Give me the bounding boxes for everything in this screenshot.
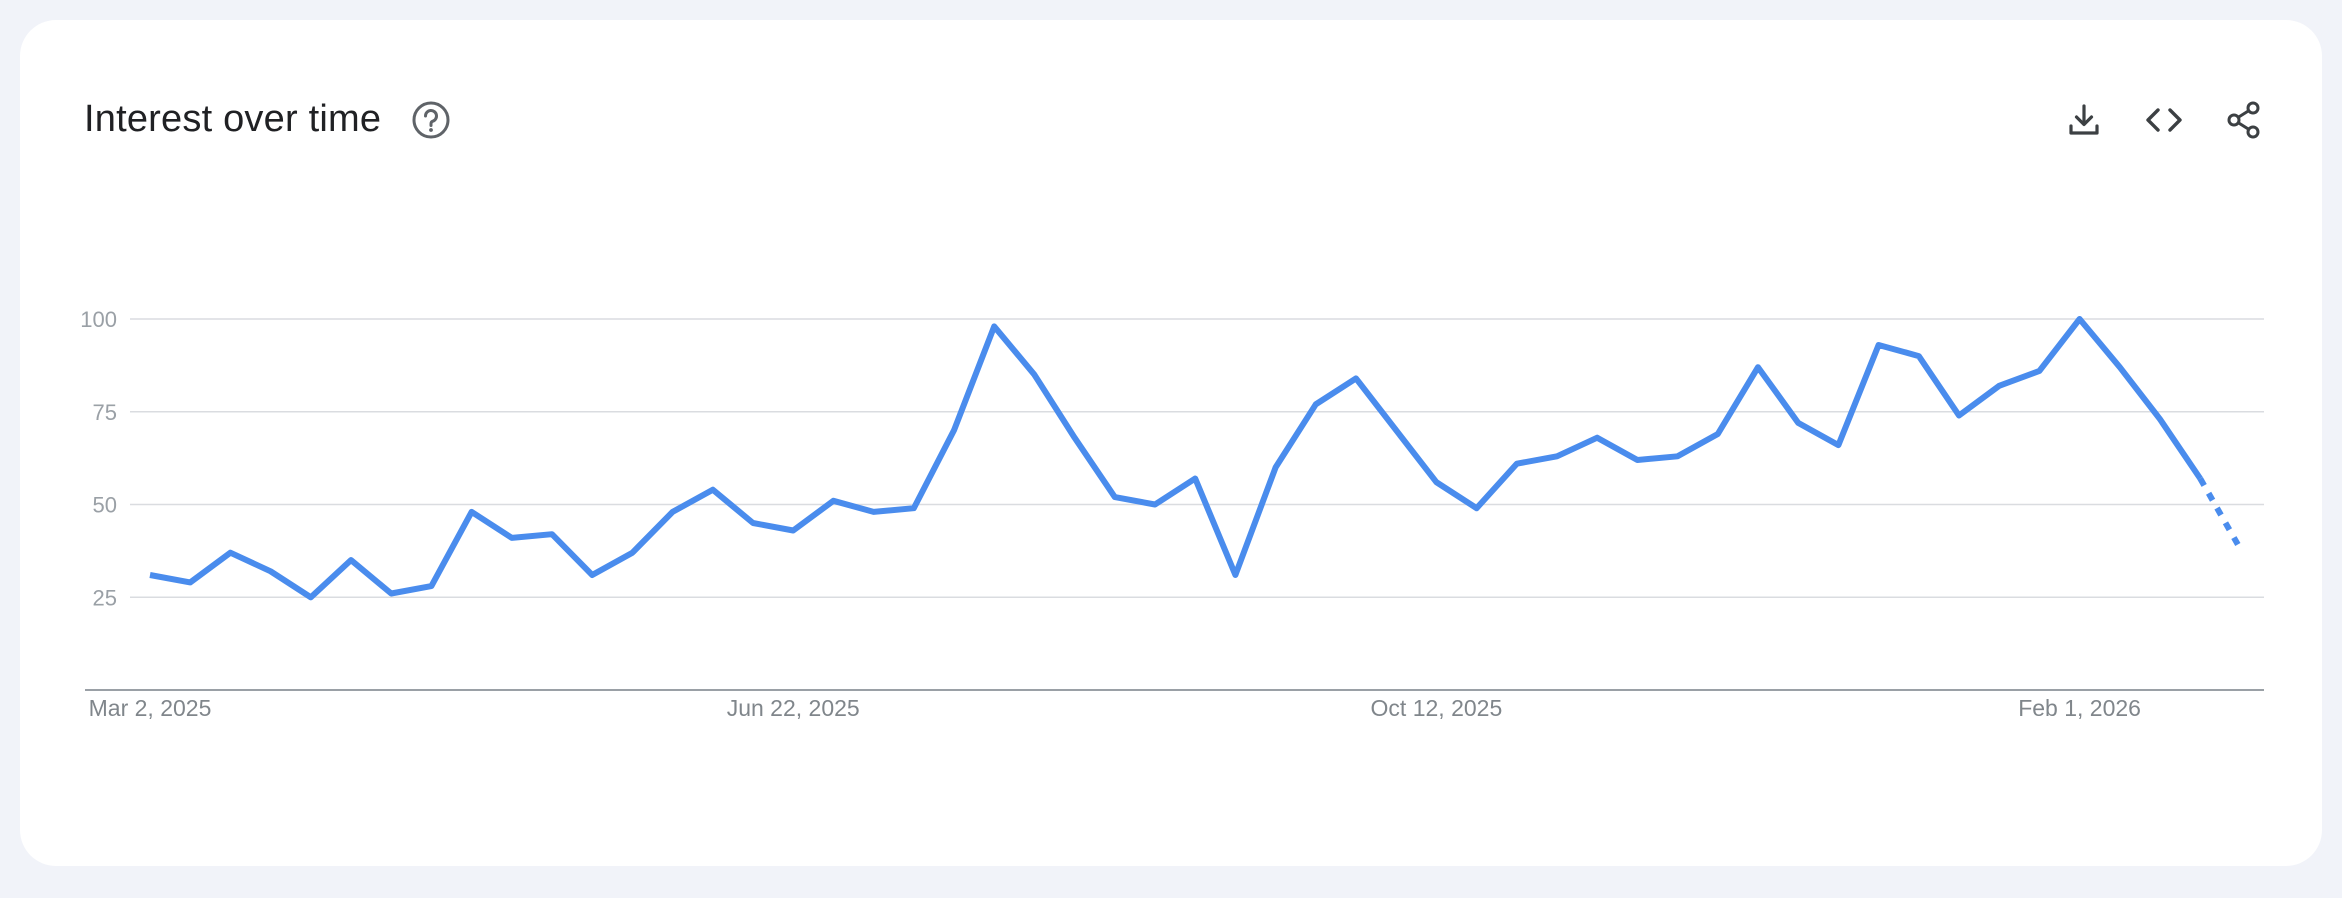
x-tick-label: Mar 2, 2025	[89, 695, 212, 721]
grid-layer	[130, 318, 2264, 598]
card-header: Interest over time	[84, 98, 451, 141]
series-line-solid	[149, 316, 2203, 601]
y-axis-labels: 25 50 75 100	[80, 307, 117, 610]
help-circle-icon[interactable]	[411, 100, 451, 140]
code-icon	[2146, 108, 2182, 132]
share-icon	[2227, 101, 2260, 139]
series-line-partial	[2197, 477, 2244, 551]
card-title: Interest over time	[84, 98, 382, 140]
x-tick-label: Oct 12, 2025	[1371, 695, 1503, 721]
interest-over-time-card: Interest over time	[20, 20, 2322, 866]
download-icon	[2069, 104, 2099, 135]
y-tick-label: 100	[80, 307, 117, 332]
embed-button[interactable]	[2144, 100, 2184, 140]
x-tick-label: Feb 1, 2026	[2018, 695, 2141, 721]
x-tick-label: Jun 22, 2025	[727, 695, 860, 721]
download-button[interactable]	[2064, 100, 2104, 140]
card-actions	[2064, 100, 2264, 140]
share-button[interactable]	[2224, 100, 2264, 140]
y-tick-label: 50	[93, 493, 117, 518]
y-tick-label: 25	[93, 585, 117, 610]
x-axis-labels: Mar 2, 2025 Jun 22, 2025 Oct 12, 2025 Feb 1…	[89, 695, 2141, 721]
y-tick-label: 75	[93, 400, 117, 425]
